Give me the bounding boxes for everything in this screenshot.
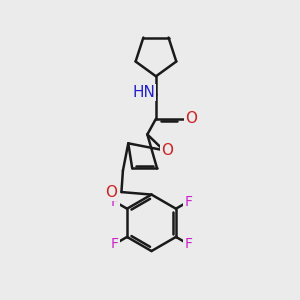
Text: F: F xyxy=(111,195,119,208)
Text: F: F xyxy=(111,237,119,251)
Text: O: O xyxy=(161,143,173,158)
Text: HN: HN xyxy=(132,85,155,100)
Text: O: O xyxy=(185,111,197,126)
Text: F: F xyxy=(184,195,192,208)
Text: O: O xyxy=(105,184,117,200)
Text: F: F xyxy=(184,237,192,251)
